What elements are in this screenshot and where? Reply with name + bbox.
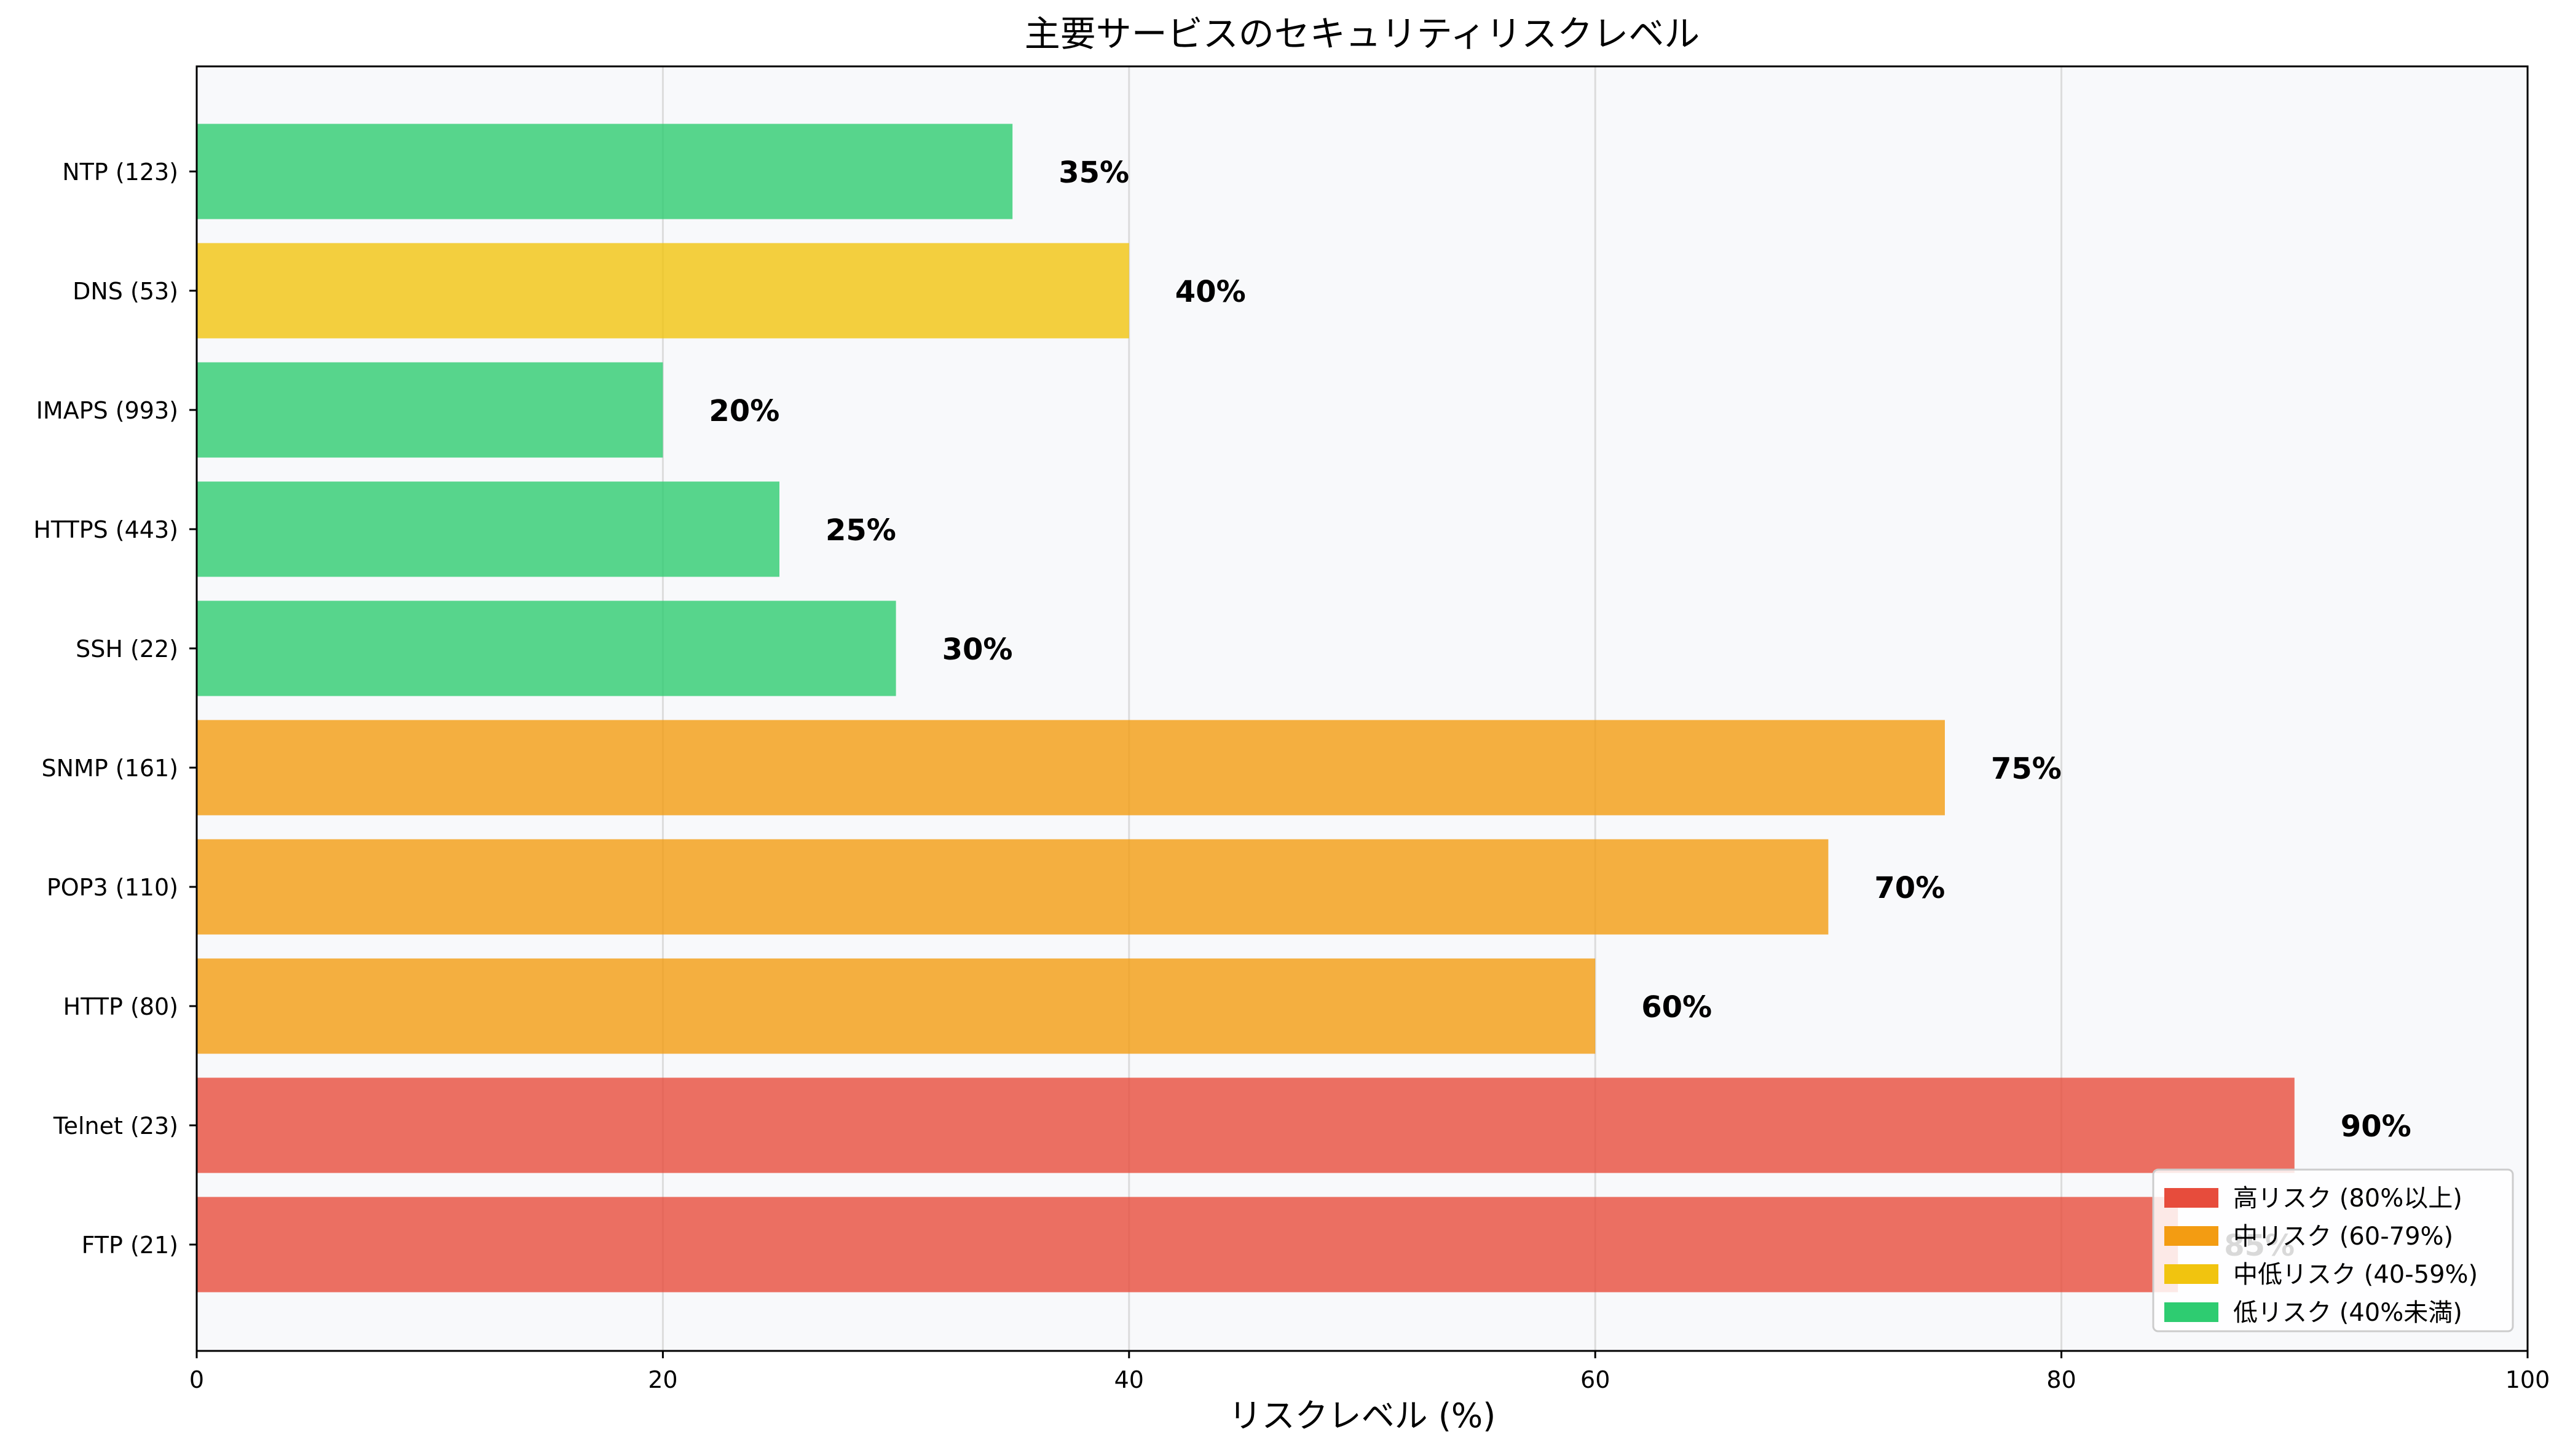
chart-title: 主要サービスのセキュリティリスクレベル <box>1025 13 1700 55</box>
legend-swatch-2 <box>2164 1226 2218 1246</box>
legend-label-4: 低リスク (40%未満) <box>2233 1299 2462 1327</box>
bar-2 <box>197 1077 2295 1173</box>
y-tick-label-10: NTP (123) <box>62 159 178 186</box>
y-tick-label-7: HTTPS (443) <box>33 516 178 543</box>
x-tick-label-2: 20 <box>648 1366 677 1393</box>
bar-7 <box>197 481 779 577</box>
value-label-8: 20% <box>709 394 779 428</box>
value-label-10: 35% <box>1058 155 1129 190</box>
bar-8 <box>197 362 663 458</box>
legend-swatch-1 <box>2164 1188 2218 1208</box>
plot-frame <box>195 65 2529 1352</box>
x-tick-label-3: 40 <box>1114 1366 1144 1393</box>
x-axis-label: リスクレベル (%) <box>1229 1396 1496 1435</box>
x-tick-label-6: 100 <box>2505 1366 2550 1393</box>
legend-label-3: 中低リスク (40-59%) <box>2233 1261 2478 1289</box>
x-tick-label-1: 0 <box>189 1366 204 1393</box>
y-tick-label-3: HTTP (80) <box>63 993 178 1020</box>
y-tick-label-1: FTP (21) <box>82 1232 178 1259</box>
y-tick-label-5: SNMP (161) <box>41 755 178 782</box>
value-label-4: 70% <box>1874 871 1945 905</box>
value-label-6: 30% <box>942 632 1013 667</box>
bar-4 <box>197 839 1829 935</box>
y-tick-label-2: Telnet (23) <box>53 1112 178 1139</box>
value-label-5: 75% <box>1991 752 2062 786</box>
bar-1 <box>197 1197 2178 1293</box>
x-tick-label-5: 80 <box>2046 1366 2076 1393</box>
legend-swatch-4 <box>2164 1302 2218 1322</box>
value-label-3: 60% <box>1641 990 1712 1025</box>
y-tick-label-6: SSH (22) <box>76 636 178 663</box>
value-label-9: 40% <box>1175 275 1246 309</box>
value-label-7: 25% <box>826 513 896 548</box>
legend-label-2: 中リスク (60-79%) <box>2233 1222 2453 1251</box>
x-tick-label-4: 60 <box>1580 1366 1610 1393</box>
bar-5 <box>197 720 1945 816</box>
bar-3 <box>197 958 1596 1054</box>
legend-swatch-3 <box>2164 1264 2218 1284</box>
legend-label-1: 高リスク (80%以上) <box>2233 1184 2462 1213</box>
bar-6 <box>197 600 896 696</box>
value-label-2: 90% <box>2341 1109 2411 1144</box>
bar-9 <box>197 243 1129 339</box>
y-tick-label-4: POP3 (110) <box>47 874 178 901</box>
bar-10 <box>197 124 1013 219</box>
y-tick-label-8: IMAPS (993) <box>36 397 178 424</box>
legend-box <box>2152 1168 2514 1332</box>
plot-area: 85%90%60%70%75%30%25%20%40%35%FTP (21)Te… <box>33 65 2550 1393</box>
y-tick-label-9: DNS (53) <box>73 278 178 305</box>
